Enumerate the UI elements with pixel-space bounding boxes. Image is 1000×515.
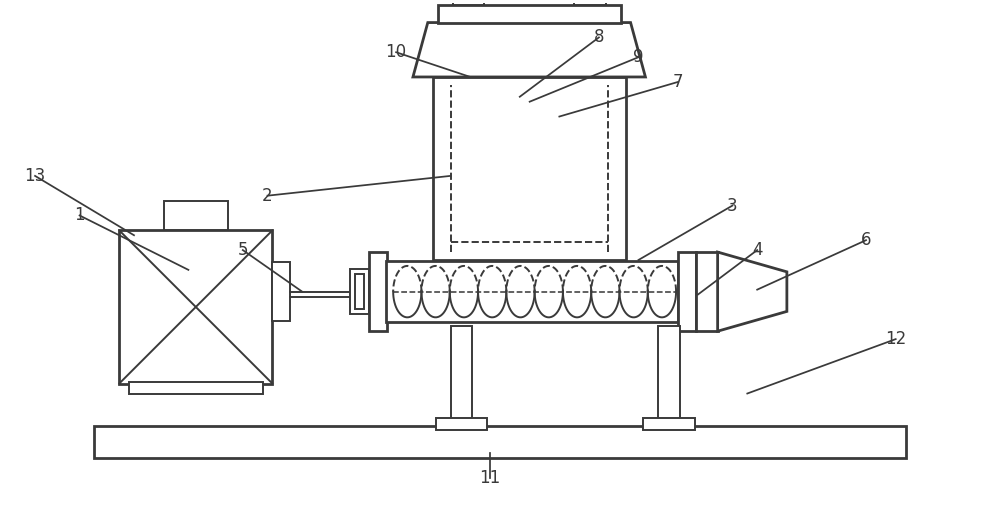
Text: 4: 4 xyxy=(752,241,762,259)
Text: 13: 13 xyxy=(24,167,46,185)
Bar xyxy=(643,418,695,430)
Text: 1: 1 xyxy=(74,207,85,225)
Bar xyxy=(696,252,718,331)
Text: 6: 6 xyxy=(861,231,871,249)
Bar xyxy=(129,382,263,393)
Text: 9: 9 xyxy=(633,48,644,66)
Bar xyxy=(433,77,626,260)
Text: 2: 2 xyxy=(262,186,273,204)
Bar xyxy=(658,326,680,425)
Bar xyxy=(438,5,621,23)
Bar xyxy=(436,418,487,430)
Text: 5: 5 xyxy=(238,241,248,259)
Polygon shape xyxy=(718,252,787,331)
Text: 10: 10 xyxy=(386,43,407,61)
Bar xyxy=(574,0,606,5)
Text: 7: 7 xyxy=(673,73,683,91)
Bar xyxy=(119,230,272,384)
Bar xyxy=(369,252,387,331)
Bar xyxy=(451,326,472,425)
Polygon shape xyxy=(413,23,645,77)
Bar xyxy=(386,261,678,322)
Text: 3: 3 xyxy=(727,197,738,215)
Bar xyxy=(94,426,906,458)
Bar xyxy=(272,262,290,321)
Bar xyxy=(678,252,696,331)
Text: 11: 11 xyxy=(479,469,501,487)
Text: 8: 8 xyxy=(594,28,604,46)
Bar xyxy=(453,0,484,5)
Bar xyxy=(164,201,228,230)
Bar xyxy=(355,274,364,310)
Text: 12: 12 xyxy=(885,330,906,348)
Bar xyxy=(350,269,369,314)
